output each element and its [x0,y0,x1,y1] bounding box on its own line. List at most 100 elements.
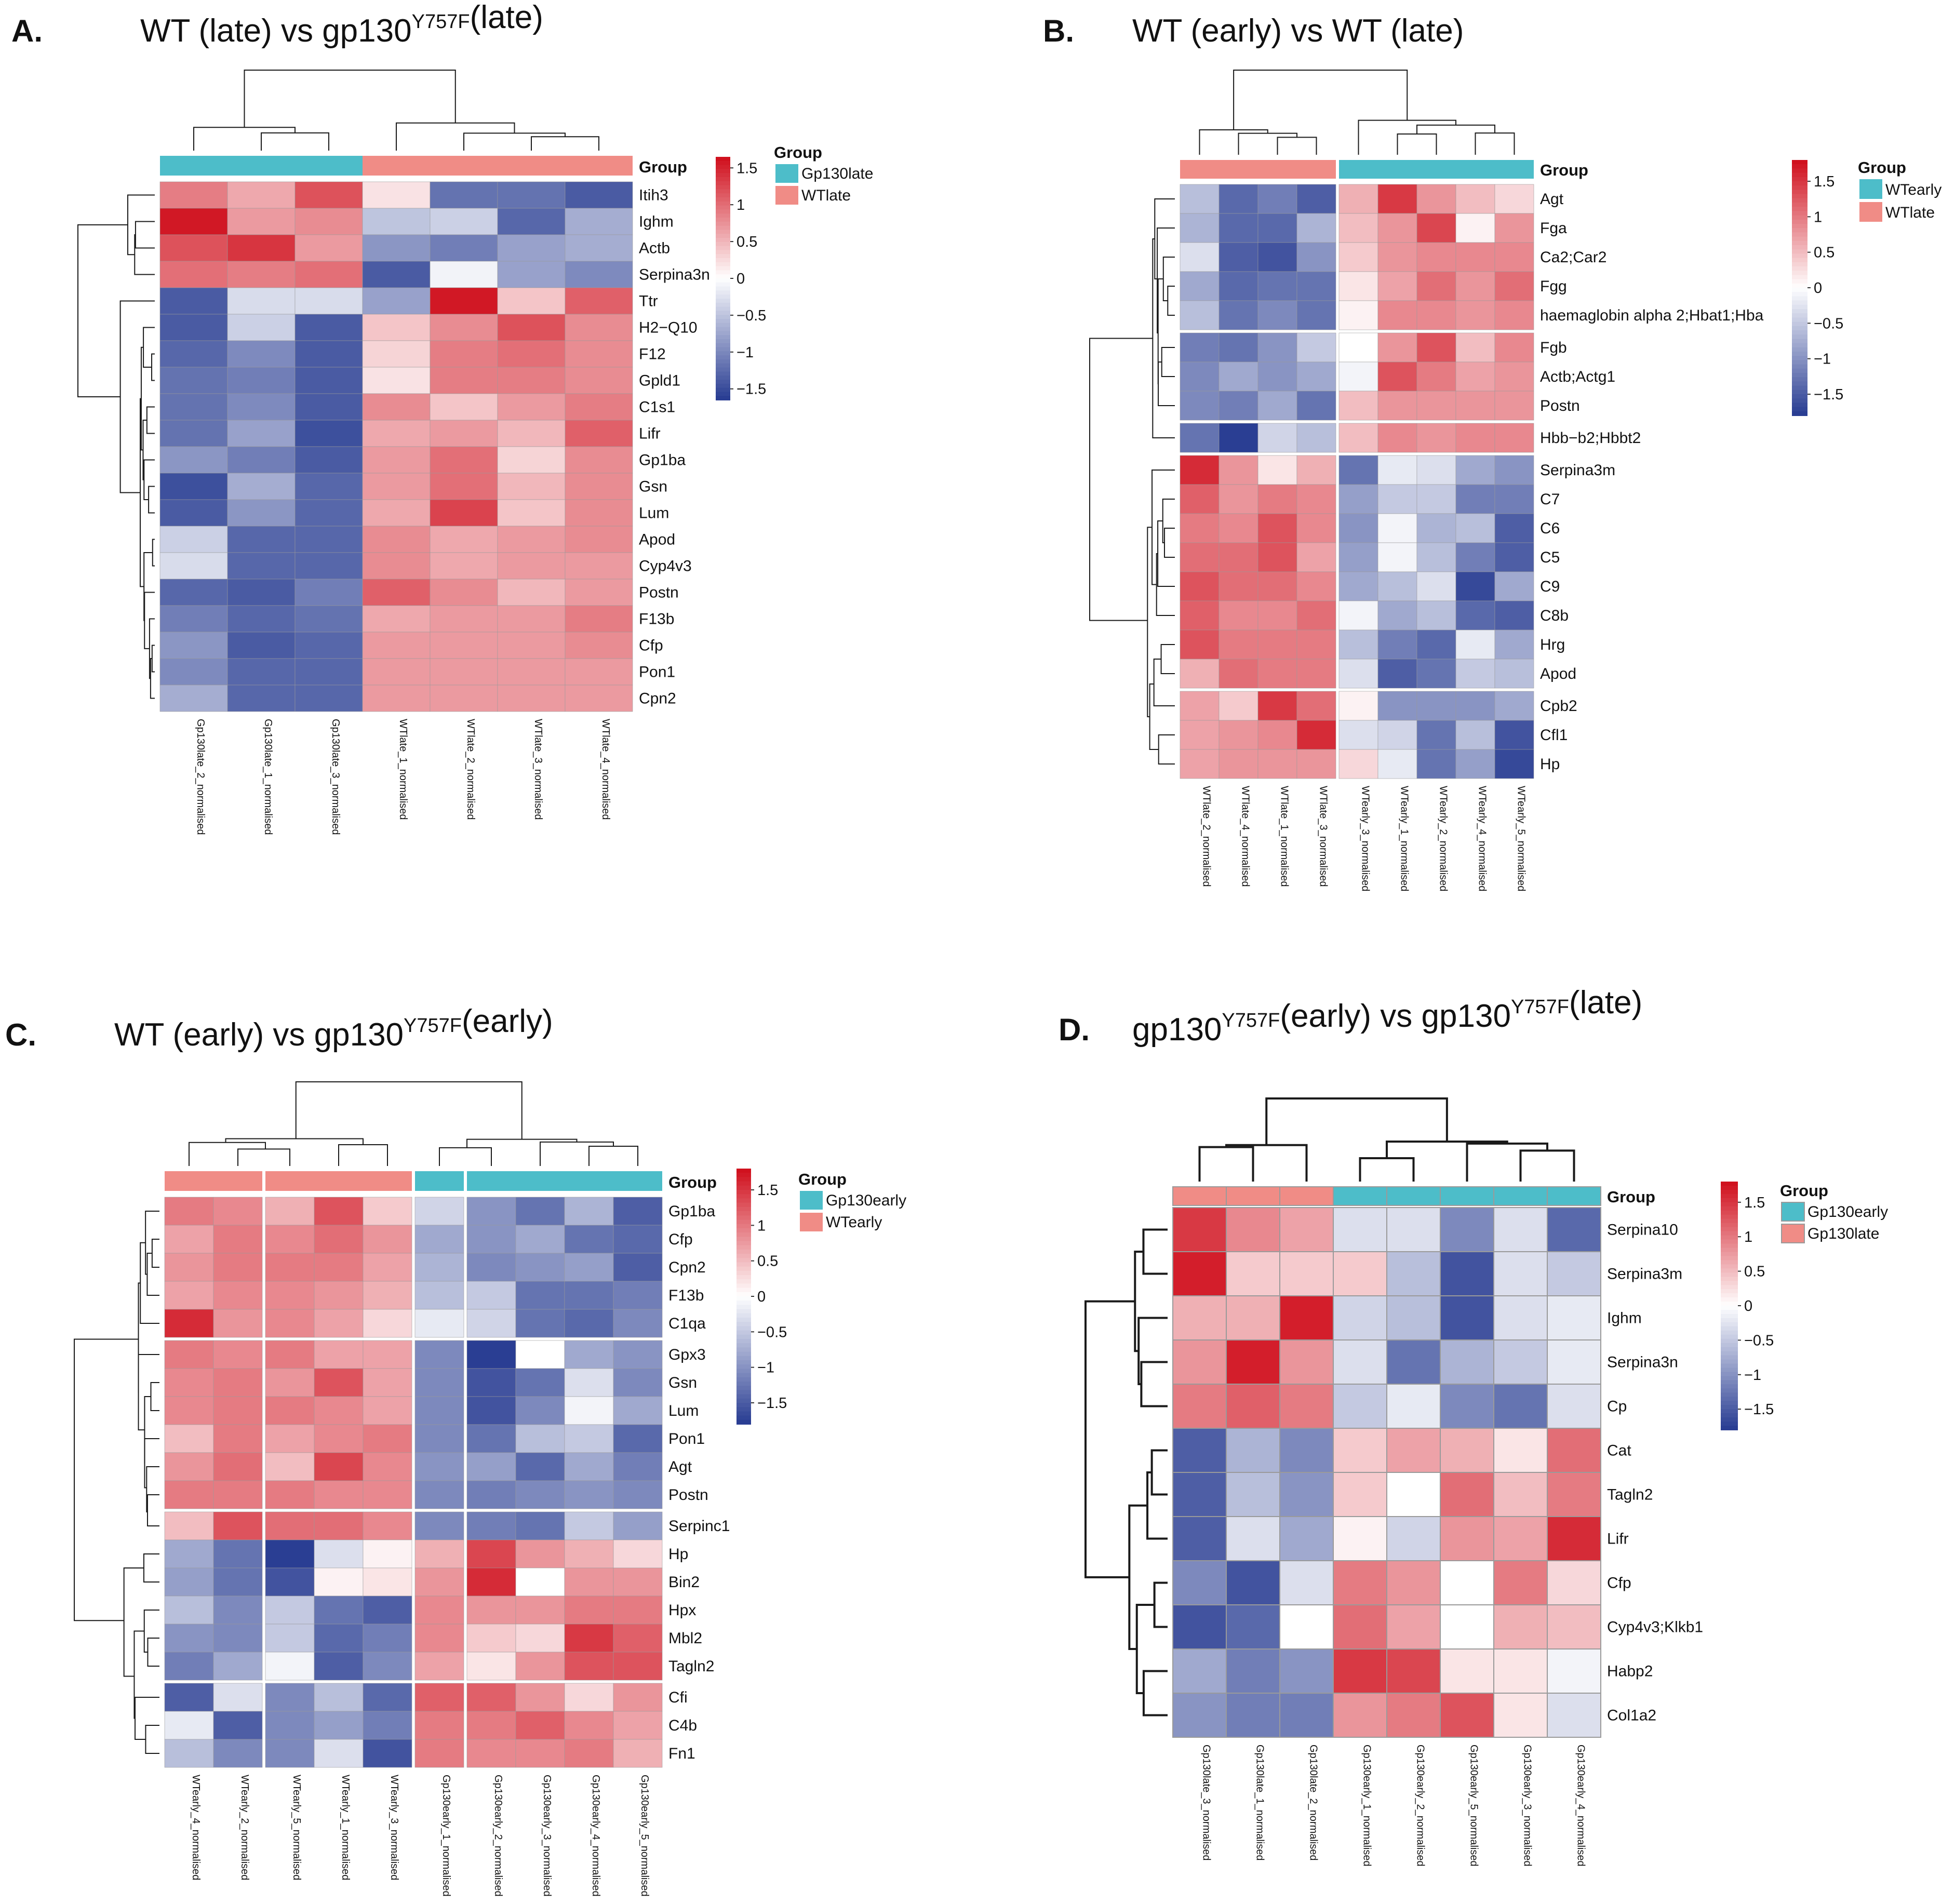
heatmap-cell [314,1739,364,1768]
heatmap-cell [1416,659,1456,689]
heatmap-cell [1338,242,1378,272]
legend-label: WTlate [801,187,851,204]
heatmap-cell [1172,1648,1227,1694]
heatmap-cell [1218,332,1258,363]
heatmap-cell [1493,1604,1548,1650]
colorbar-tick-label: −0.5 [757,1324,787,1340]
heatmap-cell [565,473,633,500]
row-label: Fgg [1540,278,1567,295]
column-dendrogram-branch [1475,132,1515,155]
heatmap-cell [1440,1251,1494,1296]
heatmap-cell [1257,659,1297,689]
row-dendrogram-branch [1146,1471,1168,1540]
colorbar-segment [1792,300,1807,305]
heatmap-cell [1455,629,1495,660]
colorbar-segment [1792,283,1807,288]
row-label: Habp2 [1607,1663,1653,1680]
heatmap-cell [414,1739,464,1768]
colorbar-segment [737,1206,751,1212]
row-label: Gpx3 [668,1346,706,1363]
heatmap-cell [613,1567,663,1597]
row-dendrogram-branch [143,552,153,621]
title-part: WT (late) vs [140,13,322,49]
heatmap-cell [1218,542,1258,572]
colorbar-segment [1721,1223,1738,1228]
colorbar-tick-label: 0 [757,1289,766,1305]
heatmap-cell [1172,1693,1227,1738]
colorbar-segment [737,1300,751,1306]
colorbar-segment [1721,1289,1738,1294]
colorbar-segment [1721,1309,1738,1315]
colorbar-segment [1792,304,1807,310]
heatmap-cell [1494,423,1534,453]
heatmap-cell [1218,242,1258,272]
heatmap-cell [1257,513,1297,543]
row-dendrogram-branch [1089,338,1153,621]
heatmap-cell [1296,691,1336,721]
colorbar-segment [1792,330,1807,336]
heatmap-cell [1338,271,1378,301]
heatmap-cell [466,1281,516,1310]
heatmap-cell [1338,391,1378,421]
heatmap-cell [1377,300,1417,330]
colorbar-segment [1721,1409,1738,1414]
heatmap-cell [1455,423,1495,453]
colorbar-segment [716,376,730,380]
heatmap-cell [414,1197,464,1226]
colorbar-segment [737,1356,751,1361]
annotation-cell [1339,160,1378,179]
colorbar-tick-label: −1.5 [757,1395,787,1412]
heatmap-cell [515,1225,565,1254]
annotation-cell [1219,160,1258,179]
column-label: Gp130late_3_normalised [330,719,341,835]
heatmap-cell [363,1309,412,1338]
colorbar-segment [1721,1272,1738,1278]
heatmap-cell [1338,332,1378,363]
heatmap-cell [466,1452,516,1481]
heatmap-cell [1440,1339,1494,1385]
title-part: gp130 [322,13,411,49]
colorbar-segment [1792,317,1807,323]
heatmap-cell [314,1309,364,1338]
heatmap-cell [1386,1560,1441,1605]
heatmap-cell [159,234,228,262]
colorbar-segment [1721,1417,1738,1423]
legend-swatch [775,186,798,205]
heatmap-cell [265,1309,315,1338]
heatmap-cell [314,1396,364,1425]
heatmap-cell [294,605,363,633]
heatmap-cell [1440,1428,1494,1473]
heatmap-cell [466,1424,516,1453]
colorbar-segment [1792,288,1807,293]
heatmap-cell [362,208,431,235]
heatmap-cell [565,499,633,527]
heatmap-cell [430,340,498,368]
column-dendrogram-branch [1416,124,1495,134]
colorbar-segment [716,266,730,271]
row-dendrogram-branch [1137,1317,1168,1385]
heatmap-cell [213,1567,263,1597]
row-dendrogram-branch [143,1553,159,1583]
column-dendrogram-branch [1198,1146,1254,1182]
annotation-cell [430,156,498,176]
heatmap-cell [164,1452,214,1481]
colorbar-segment [716,160,730,166]
heatmap-cell [565,208,633,235]
heatmap-cell [565,685,633,712]
colorbar-tick-label: −1.5 [737,381,766,398]
heatmap-cell [613,1511,663,1540]
heatmap-cell [613,1539,663,1568]
column-dendrogram-branch [1397,133,1437,155]
heatmap-cell [515,1711,565,1740]
heatmap-cell [164,1511,214,1540]
heatmap-cell [1338,184,1378,214]
colorbar-segment [1721,1198,1738,1203]
heatmap-cell [613,1595,663,1625]
colorbar-segment [737,1398,751,1403]
row-dendrogram-branch [1158,734,1175,765]
heatmap-cell [1416,184,1456,214]
colorbar-segment [1721,1268,1738,1273]
heatmap-cell [363,1624,412,1653]
annotation-cell [1547,1186,1601,1206]
heatmap-cell [1257,720,1297,750]
